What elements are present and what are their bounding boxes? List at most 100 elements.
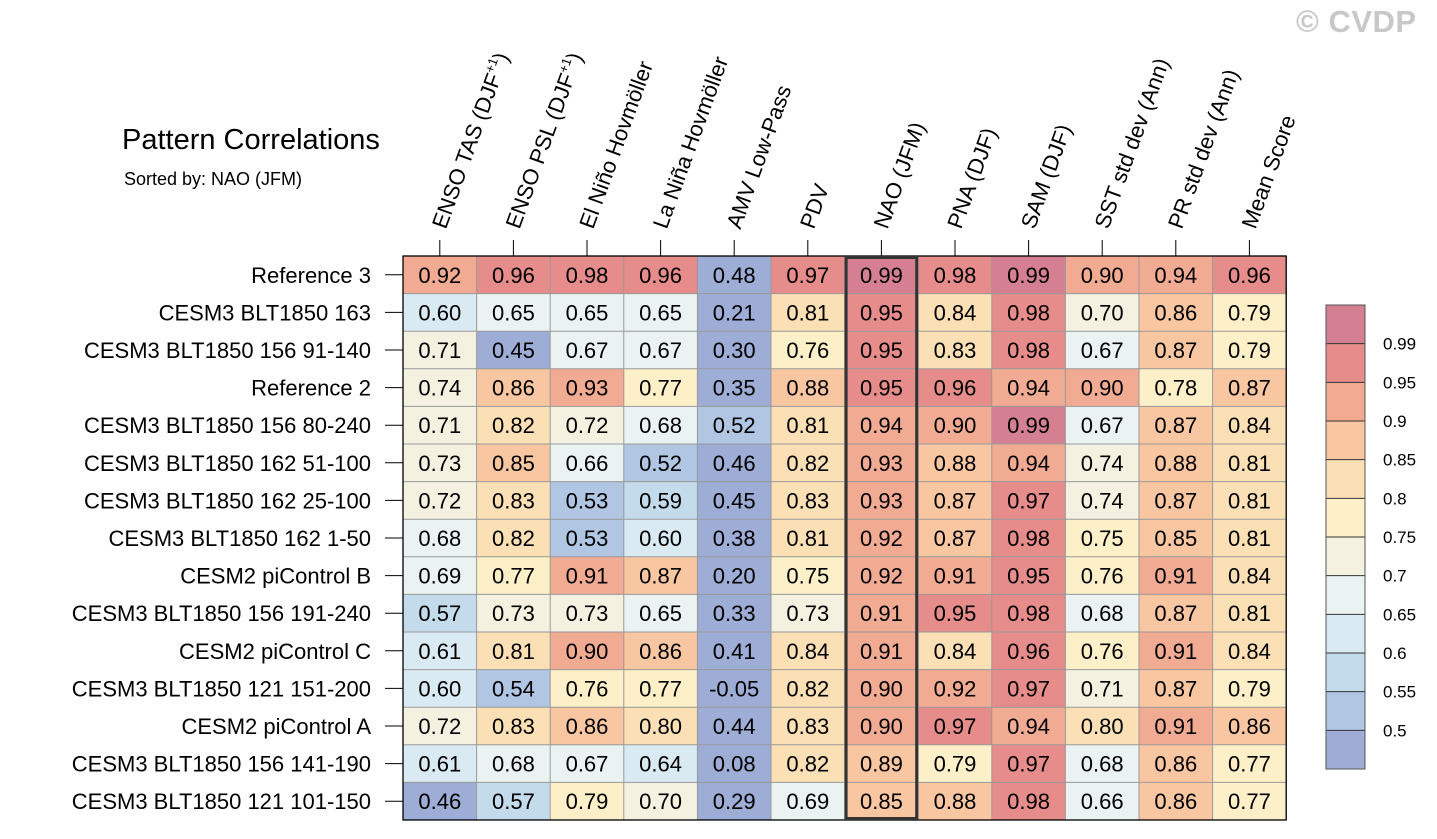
heatmap-cell (697, 368, 771, 407)
chart-subtitle: Sorted by: NAO (JFM) (124, 169, 303, 189)
cell-value: 0.88 (934, 789, 977, 814)
cell-value: 0.74 (1081, 451, 1124, 476)
cell-value: 0.71 (418, 338, 461, 363)
cell-value: 0.90 (566, 639, 609, 664)
column-label: PNA (DJF) (942, 124, 1001, 231)
cell-value: 0.93 (566, 376, 609, 401)
heatmap-cell (918, 368, 992, 407)
heatmap-cell (403, 256, 477, 294)
heatmap-cell (771, 481, 845, 520)
heatmap-cell (1212, 368, 1287, 407)
heatmap-cell (1139, 744, 1213, 783)
row-labels: Reference 3 CESM3 BLT1850 163 CESM3 BLT185… (72, 263, 372, 814)
heatmap-cell (844, 256, 919, 294)
cell-value: 0.65 (566, 300, 609, 325)
cell-value: 0.66 (1081, 789, 1124, 814)
cell-value: 0.65 (639, 601, 682, 626)
heatmap-cell (771, 594, 845, 632)
cell-value: 0.98 (1007, 789, 1050, 814)
cell-value: 0.95 (860, 376, 903, 401)
heatmap-cell (991, 444, 1066, 482)
heatmap-cell (1139, 782, 1213, 820)
heatmap-cell (476, 293, 551, 332)
heatmap-cell (1212, 481, 1287, 520)
heatmap-cell (991, 256, 1066, 294)
heatmap-cell (697, 519, 771, 557)
colorbar-segment (1326, 614, 1365, 653)
cell-value: 0.80 (639, 714, 682, 739)
heatmap-cell (550, 256, 624, 294)
column-label: ENSO TAS (DJF+1) (426, 49, 514, 232)
heatmap-cell (918, 293, 992, 332)
heatmap-cell (697, 556, 771, 595)
heatmap-cell (991, 632, 1066, 670)
heatmap-cell (623, 744, 698, 783)
cell-value: 0.91 (860, 601, 903, 626)
row-label: CESM3 BLT1850 162 25-100 (84, 488, 371, 513)
cell-value: 0.86 (639, 639, 682, 664)
heatmap-cell (550, 632, 624, 670)
column-label: ENSO PSL (DJF+1) (500, 49, 588, 232)
cell-value: 0.85 (1154, 526, 1197, 551)
row-label: CESM3 BLT1850 163 (159, 300, 371, 325)
heatmap-cell (991, 331, 1066, 369)
cell-value: 0.45 (492, 338, 535, 363)
cell-value: 0.69 (786, 789, 829, 814)
colorbar: 0.5 0.55 0.6 0.65 0.7 0.75 0.8 0.85 0.9 0.95 0.99 (1325, 304, 1416, 770)
cell-value: 0.81 (1228, 488, 1271, 513)
cell-value: 0.98 (934, 263, 977, 288)
colorbar-label: 0.95 (1383, 373, 1416, 392)
cell-value: 0.74 (1081, 488, 1124, 513)
cell-value: 0.61 (418, 639, 461, 664)
heatmap-cell (771, 444, 845, 482)
cell-value: 0.98 (1007, 526, 1050, 551)
heatmap-cell (623, 256, 698, 294)
heatmap-cell (550, 744, 624, 783)
cell-value: 0.77 (639, 676, 682, 701)
cell-value: 0.75 (1081, 526, 1124, 551)
heatmap-cell (623, 293, 698, 332)
cell-value: 0.33 (713, 601, 756, 626)
cell-value: 0.64 (639, 752, 682, 777)
heatmap-cell (1139, 481, 1213, 520)
cell-value: 0.73 (418, 451, 461, 476)
heatmap-cell (550, 669, 624, 708)
cell-value: 0.68 (418, 526, 461, 551)
heatmap-cell (918, 707, 992, 745)
cell-value: 0.82 (492, 526, 535, 551)
sorted-column-highlight (844, 256, 919, 820)
heatmap-cell (697, 744, 771, 783)
cell-value: 0.90 (1081, 263, 1124, 288)
colorbar-label: 0.55 (1383, 683, 1416, 702)
cell-value: 0.90 (860, 676, 903, 701)
heatmap-cell (771, 707, 845, 745)
heatmap-cell (1065, 293, 1139, 332)
cell-value: 0.96 (1007, 639, 1050, 664)
heatmap-cell (844, 744, 919, 783)
heatmap-cell (403, 331, 477, 369)
cell-value: 0.65 (639, 300, 682, 325)
cell-value: 0.67 (566, 338, 609, 363)
heatmap-cell (1065, 707, 1139, 745)
row-label: CESM3 BLT1850 156 80-240 (84, 413, 371, 438)
heatmap-cell (991, 744, 1066, 783)
colorbar-segment (1326, 653, 1365, 692)
heatmap-cell (476, 707, 551, 745)
cell-value: 0.87 (1154, 601, 1197, 626)
heatmap-cell (476, 744, 551, 783)
heatmap-cell (697, 707, 771, 745)
heatmap-cell (403, 406, 477, 444)
heatmap-cell (1065, 368, 1139, 407)
heatmap-cell (771, 556, 845, 595)
cell-value: 0.72 (566, 413, 609, 438)
cell-value: 0.68 (1081, 752, 1124, 777)
row-label: Reference 2 (251, 376, 371, 401)
heatmap-cell (403, 368, 477, 407)
cell-value: 0.84 (1228, 639, 1271, 664)
cell-value: 0.46 (418, 789, 461, 814)
cell-value: 0.87 (1154, 338, 1197, 363)
cell-value: 0.90 (860, 714, 903, 739)
cell-value: 0.60 (639, 526, 682, 551)
colorbar-label: 0.5 (1383, 721, 1407, 740)
cell-value: 0.82 (492, 413, 535, 438)
